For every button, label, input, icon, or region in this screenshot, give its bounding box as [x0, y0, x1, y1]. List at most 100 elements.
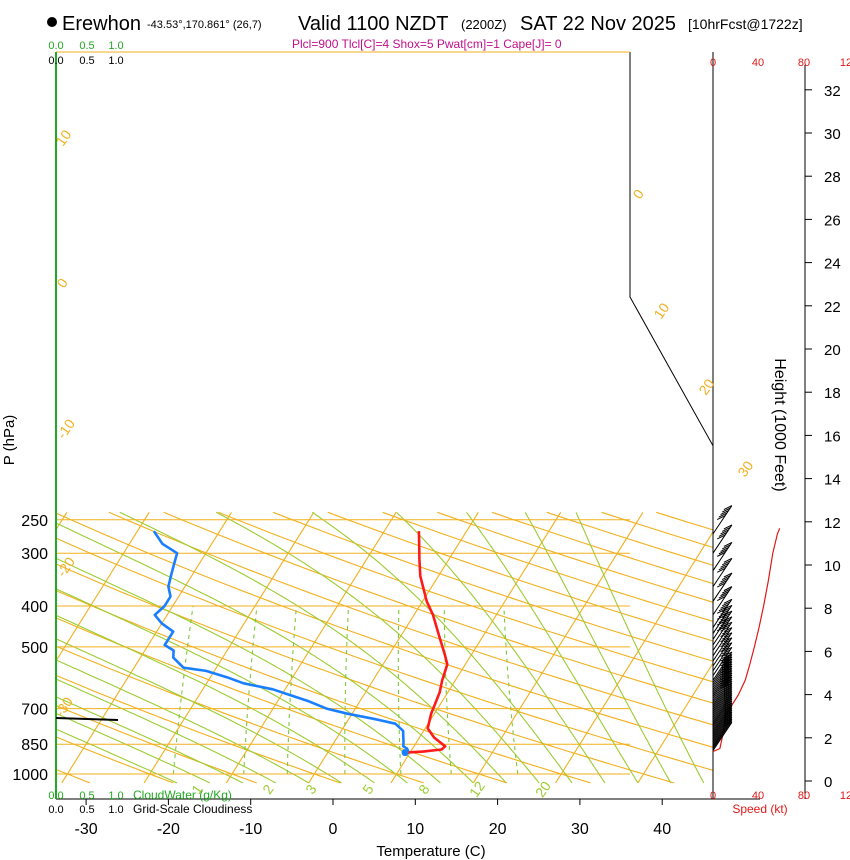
pressure-tick-label: 250: [21, 513, 48, 530]
pressure-tick-label: 850: [21, 737, 48, 754]
dry-adiabat-line: [656, 511, 713, 531]
isotherm-line: [390, 512, 562, 784]
dry-adiabat-line: [163, 511, 713, 704]
wind-barb-flag: [720, 577, 729, 583]
mixing-ratio-label: 8: [415, 781, 433, 797]
wind-barb: [712, 711, 733, 741]
station-dot-icon: [47, 17, 57, 27]
wind-barb: [712, 689, 733, 719]
wind-barb-flag: [721, 634, 731, 640]
height-tick-label: 6: [824, 644, 832, 661]
wind-barb: [712, 663, 733, 693]
cloudiness-scale-top: 0.5: [79, 55, 94, 67]
wind-barb-flag: [721, 507, 731, 513]
wind-barb: [712, 524, 733, 554]
wind-barb: [712, 572, 733, 602]
dry-adiabat-line: [56, 736, 174, 784]
wind-barb: [712, 665, 733, 695]
isotherm-line: [61, 512, 232, 784]
height-tick-label: 30: [824, 126, 841, 143]
pressure-tick-label: 700: [21, 702, 48, 719]
wind-barb-flag: [718, 565, 728, 571]
speed-tick-bottom: 0: [710, 790, 716, 802]
wind-barb: [712, 691, 733, 721]
wind-barb-flag: [720, 510, 729, 516]
speed-axis-title: Speed (kt): [732, 802, 787, 816]
wind-barb: [712, 558, 733, 587]
dry-adiabat-line: [218, 511, 713, 683]
wind-barb-flag: [721, 560, 731, 566]
wind-barb-flag: [721, 639, 731, 645]
wind-barb: [712, 586, 733, 616]
wind-barb-flag: [720, 562, 729, 568]
mixing-ratio-label: 20: [532, 778, 554, 800]
dry-adiabat-line: [56, 704, 257, 784]
height-tick-label: 20: [824, 342, 841, 359]
height-tick-label: 8: [824, 601, 832, 618]
wind-barb: [712, 676, 733, 706]
wind-barb: [712, 713, 733, 743]
height-tick-label: 12: [824, 515, 841, 532]
wind-barb-flag: [716, 596, 726, 602]
wind-barb-flag: [720, 603, 729, 609]
temp-tick-label: 30: [571, 821, 589, 838]
wind-barb-flag: [721, 618, 731, 624]
wind-barb: [712, 681, 733, 710]
cloudiness-scale-bottom: 0.0: [48, 804, 63, 816]
wind-barb: [712, 642, 733, 672]
wind-barb-flag: [720, 621, 729, 627]
surface-dewpoint-marker: [401, 749, 409, 757]
wind-barb-flag: [720, 642, 729, 648]
speed-tick-bottom: 12: [840, 790, 850, 802]
height-tick-label: 4: [824, 688, 832, 705]
cloudiness-scale-bottom: 1.0: [108, 804, 123, 816]
wind-barb: [712, 637, 733, 667]
wind-barb: [712, 658, 733, 688]
dry-adiabat-line: [56, 645, 424, 784]
utc-time: (2200Z): [461, 17, 507, 32]
wind-barb-flag: [723, 572, 733, 578]
wind-barb-flag: [721, 629, 731, 635]
wind-barb: [712, 715, 733, 745]
wind-barb-flag: [718, 623, 728, 629]
dry-adiabat-line: [437, 511, 713, 603]
wind-barb-flag: [721, 588, 731, 594]
wind-barb-flag: [716, 515, 726, 521]
wind-barb-flag: [723, 627, 733, 633]
wind-barb: [712, 672, 733, 702]
station-coords: -43.53°,170.861° (26,7): [147, 19, 262, 31]
wind-barb: [712, 605, 733, 634]
wind-barb: [712, 621, 733, 651]
pressure-tick-label: 400: [21, 599, 48, 616]
speed-tick-bottom: 40: [752, 790, 764, 802]
wind-barb: [712, 702, 733, 732]
temp-tick-label: 40: [653, 821, 671, 838]
speed-tick-top: 0: [710, 57, 716, 69]
wind-barb-flag: [718, 531, 728, 537]
forecast-info: [10hrFcst@1722z]: [688, 16, 803, 32]
moist-adiabat-line: [56, 712, 211, 784]
wind-barb-flag: [718, 593, 728, 599]
height-tick-label: 16: [824, 428, 841, 445]
wind-barb: [712, 651, 733, 681]
pressure-tick-label: 1000: [12, 767, 48, 784]
wind-barb-flag: [720, 546, 729, 552]
wind-barb-flag: [723, 598, 733, 604]
wind-barb-flag: [723, 637, 733, 643]
dry-adiabat-line: [272, 511, 713, 662]
height-tick-label: 14: [824, 472, 841, 489]
wind-barb-flag: [723, 616, 733, 622]
wind-barb: [712, 656, 733, 686]
wind-barb: [712, 632, 733, 662]
wind-barb: [712, 718, 733, 748]
wind-barb-flag: [720, 529, 729, 535]
panel-boundary-line: [629, 52, 713, 447]
valid-date: SAT 22 Nov 2025: [520, 13, 676, 35]
wind-barb: [712, 599, 733, 628]
wind-barb: [712, 616, 733, 646]
mixing-ratio-line: [286, 605, 297, 775]
moist-adiabat-line: [119, 511, 507, 784]
moist-adiabat-line: [56, 728, 178, 784]
